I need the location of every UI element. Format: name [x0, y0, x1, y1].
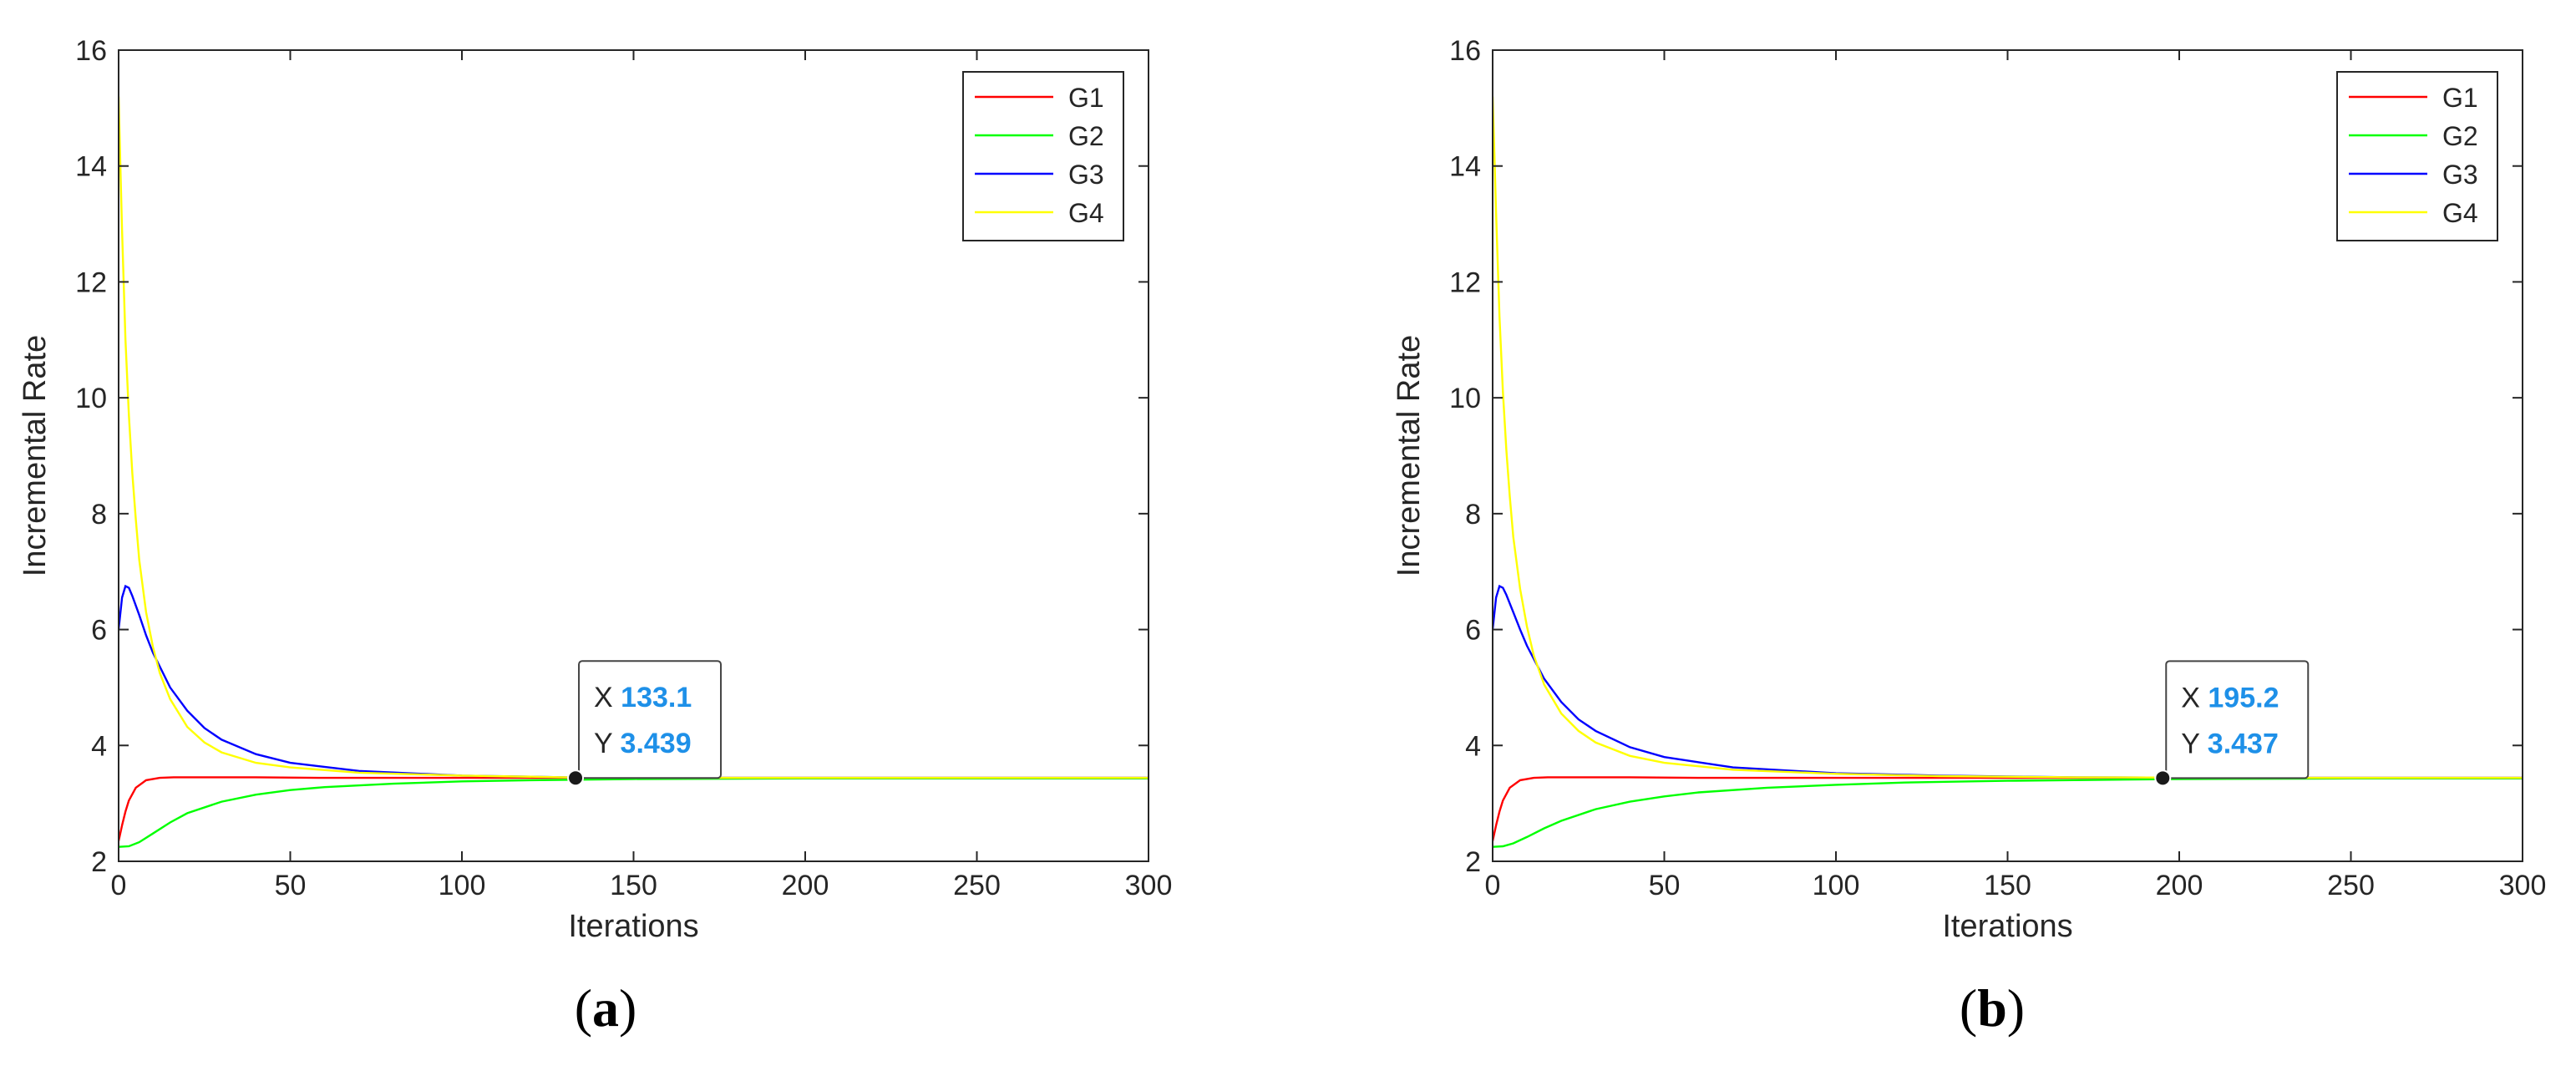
- panel-a-caption: (a): [574, 978, 637, 1038]
- legend-label-G4: G4: [2442, 198, 2478, 228]
- y-tick-label: 8: [91, 499, 107, 530]
- x-tick-label: 200: [2156, 870, 2203, 901]
- datatip: X 133.1Y 3.439: [567, 660, 723, 787]
- series-line-G1: [1493, 776, 2523, 841]
- datatip: X 195.2Y 3.437: [2154, 660, 2310, 787]
- datatip-x-value: 195.2: [2208, 682, 2279, 713]
- x-tick-label: 100: [1813, 870, 1860, 901]
- series-line-G2: [1493, 777, 2523, 848]
- x-tick-label: 200: [782, 870, 829, 901]
- legend-label-G3: G3: [1068, 160, 1104, 190]
- y-tick-label: 16: [1449, 35, 1481, 67]
- legend-label-G3: G3: [2442, 160, 2478, 190]
- datatip-x-label: X: [594, 682, 621, 713]
- y-tick-label: 14: [75, 151, 107, 183]
- legend-label-G1: G1: [1068, 83, 1104, 113]
- y-axis-label: Incremental Rate: [1392, 335, 1427, 576]
- x-axis-label: Iterations: [1942, 909, 2072, 944]
- y-tick-label: 4: [1465, 730, 1481, 762]
- y-tick-label: 10: [75, 383, 107, 414]
- y-tick-label: 2: [91, 846, 107, 878]
- panel-b-caption-label: b: [1977, 978, 2007, 1038]
- y-tick-label: 10: [1449, 383, 1481, 414]
- chart-panel-b: 0 50 100 150 200 250 300 2 4 6 8 10 12 14 16 Iterations…: [1392, 35, 2546, 944]
- y-tick-label: 6: [91, 615, 107, 647]
- x-tick-label: 300: [1125, 870, 1173, 901]
- y-tick-label: 14: [1449, 151, 1481, 183]
- x-tick-label: 150: [610, 870, 657, 901]
- legend: G1 G2 G3 G4: [2336, 71, 2498, 241]
- datatip-box: [578, 660, 723, 779]
- y-tick-label: 12: [75, 266, 107, 298]
- y-tick-label: 16: [75, 35, 107, 67]
- datatip-y-value: 3.439: [621, 728, 692, 759]
- series-line-G4: [119, 96, 1149, 779]
- y-axis-label: Incremental Rate: [18, 335, 53, 576]
- datatip-x: X 195.2: [2181, 682, 2279, 713]
- y-tick-label: 2: [1465, 846, 1481, 878]
- chart-panel-a: 0 50 100 150 200 250 300 2 4 6 8 10 12 14 16 Iterations…: [18, 35, 1172, 944]
- legend-label-G2: G2: [1068, 121, 1104, 151]
- datatip-marker: [567, 769, 585, 787]
- x-tick-label: 150: [1984, 870, 2031, 901]
- x-tick-label: 50: [275, 870, 307, 901]
- datatip-y: Y 3.439: [594, 728, 692, 759]
- datatip-y-value: 3.437: [2208, 728, 2279, 759]
- x-tick-label: 100: [439, 870, 486, 901]
- y-tick-label: 4: [91, 730, 107, 762]
- y-tick-label: 8: [1465, 499, 1481, 530]
- x-tick-label: 300: [2499, 870, 2547, 901]
- datatip-x: X 133.1: [594, 682, 692, 713]
- x-tick-label: 250: [2327, 870, 2375, 901]
- x-tick-label: 0: [1485, 870, 1501, 901]
- legend-label-G1: G1: [2442, 83, 2478, 113]
- x-tick-label: 50: [1649, 870, 1681, 901]
- datatip-marker: [2154, 769, 2172, 787]
- datatip-y: Y 3.437: [2181, 728, 2279, 759]
- datatip-box: [2165, 660, 2310, 779]
- datatip-x-value: 133.1: [621, 682, 692, 713]
- legend-label-G4: G4: [1068, 198, 1104, 228]
- x-axis-label: Iterations: [568, 909, 698, 944]
- datatip-y-label: Y: [594, 728, 621, 759]
- datatip-y-label: Y: [2181, 728, 2208, 759]
- panel-a-caption-label: a: [592, 978, 619, 1038]
- panel-b-caption: (b): [1959, 978, 2026, 1038]
- y-tick-label: 6: [1465, 615, 1481, 647]
- x-tick-label: 250: [953, 870, 1001, 901]
- series-line-G1: [119, 776, 1149, 841]
- y-tick-label: 12: [1449, 266, 1481, 298]
- series-line-G3: [1493, 584, 2523, 779]
- datatip-x-label: X: [2181, 682, 2208, 713]
- series-line-G4: [1493, 96, 2523, 779]
- x-tick-label: 0: [111, 870, 127, 901]
- legend: G1 G2 G3 G4: [962, 71, 1124, 241]
- legend-label-G2: G2: [2442, 121, 2478, 151]
- series-line-G2: [119, 777, 1149, 848]
